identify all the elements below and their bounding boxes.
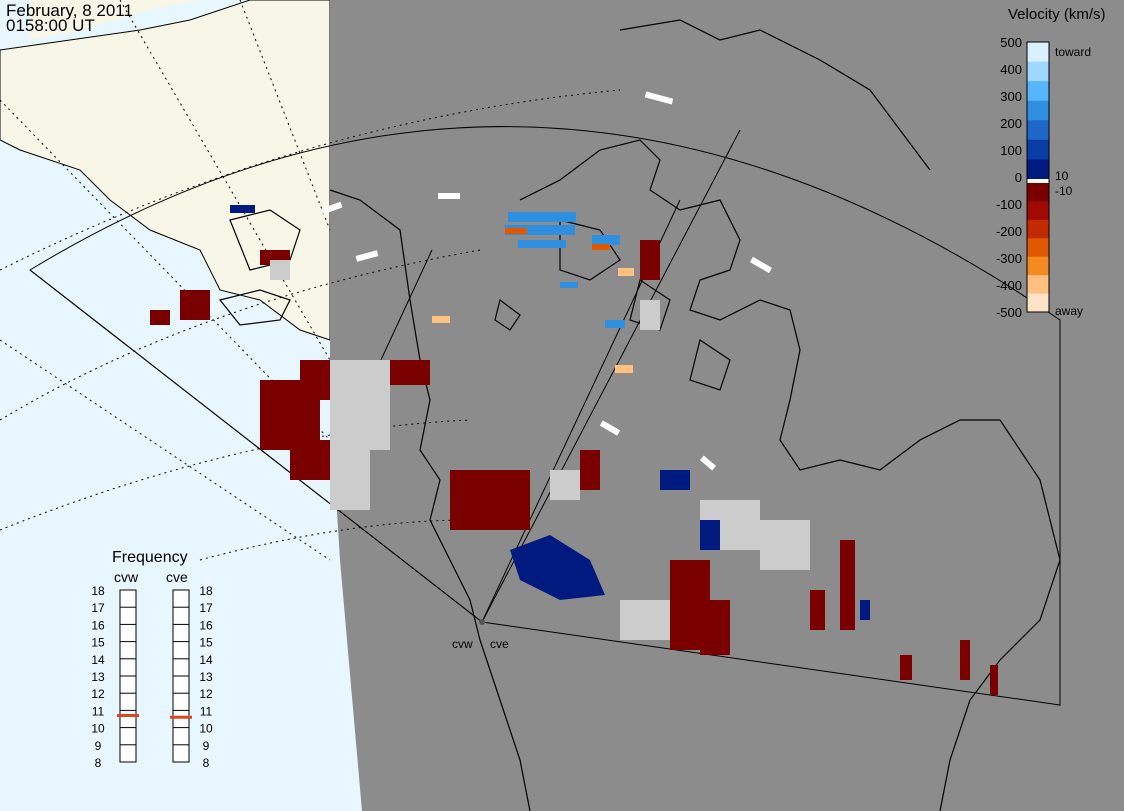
frequency-scale-label: 15 bbox=[91, 636, 105, 650]
colorbar-swatch bbox=[1027, 139, 1049, 160]
frequency-scale-label: 16 bbox=[91, 618, 105, 632]
radar-label-cve: cve bbox=[490, 637, 509, 651]
colorbar-swatch bbox=[1027, 100, 1049, 121]
colorbar-swatch bbox=[1027, 61, 1049, 82]
colorbar-swatch bbox=[1027, 42, 1049, 63]
graticule bbox=[0, 0, 621, 561]
colorbar-tick-label: -500 bbox=[996, 305, 1022, 320]
colorbar-swatch bbox=[1027, 120, 1049, 141]
colorbar-title: Velocity (km/s) bbox=[1008, 6, 1106, 23]
colorbar-swatch bbox=[1027, 256, 1049, 276]
frequency-scale-label: 17 bbox=[199, 601, 213, 615]
frequency-radar-cve: cve bbox=[166, 569, 188, 585]
time-label: 0158:00 UT bbox=[6, 16, 95, 35]
frequency-scale-label: 10 bbox=[199, 722, 213, 736]
frequency-panel: 18 17 16 15 14 13 12 11 10 9 8 18 17 16 15 14 13 12 11 10 9 8 bbox=[91, 584, 213, 770]
frequency-scale-label: 8 bbox=[95, 756, 102, 770]
colorbar-tick-label: -100 bbox=[996, 197, 1022, 212]
colorbar-inner-label: -10 bbox=[1055, 184, 1073, 198]
frequency-scale-label: 8 bbox=[203, 756, 210, 770]
frequency-scale-label: 12 bbox=[199, 687, 213, 701]
frequency-scale-label: 14 bbox=[91, 653, 105, 667]
land-siberia bbox=[30, 0, 200, 40]
frequency-scale-label: 11 bbox=[92, 704, 105, 718]
velocity-colorbar: 500 400 300 200 100 0 -100 -200 -300 -400 -500 10-1… bbox=[996, 35, 1091, 320]
frequency-scale-label: 9 bbox=[95, 739, 102, 753]
colorbar-tick-label: 200 bbox=[1000, 116, 1022, 131]
frequency-radar-cvw: cvw bbox=[114, 569, 139, 585]
frequency-scale-label: 9 bbox=[203, 739, 210, 753]
colorbar-swatch bbox=[1027, 159, 1049, 180]
colorbar-tick-label: 300 bbox=[1000, 89, 1022, 104]
colorbar-swatch bbox=[1027, 293, 1049, 313]
frequency-scale-label: 11 bbox=[200, 704, 213, 718]
colorbar-toward-label: toward bbox=[1055, 45, 1091, 59]
colorbar-swatch bbox=[1027, 275, 1049, 295]
frequency-title: Frequency bbox=[112, 549, 188, 566]
colorbar-away-label: away bbox=[1055, 304, 1083, 318]
velocity-scatter bbox=[150, 91, 998, 695]
frequency-scale-label: 16 bbox=[199, 618, 213, 632]
colorbar-swatch bbox=[1027, 238, 1049, 258]
date-label: February, 8 2011 bbox=[6, 1, 133, 20]
colorbar-swatch bbox=[1027, 219, 1049, 239]
frequency-scale-label: 14 bbox=[199, 653, 213, 667]
frequency-scale-label: 13 bbox=[199, 670, 213, 684]
frequency-scale-label: 17 bbox=[91, 601, 105, 615]
colorbar-inner-label: 10 bbox=[1055, 169, 1069, 183]
radar-label-cvw: cvw bbox=[452, 637, 473, 651]
colorbar-tick-label: -300 bbox=[996, 251, 1022, 266]
colorbar-swatch-zero bbox=[1027, 179, 1049, 183]
land-alaska bbox=[0, 0, 331, 341]
colorbar-tick-label: 400 bbox=[1000, 62, 1022, 77]
colorbar-tick-label: 100 bbox=[1000, 143, 1022, 158]
frequency-scale-label: 18 bbox=[199, 584, 213, 598]
colorbar-swatch bbox=[1027, 201, 1049, 221]
frequency-scale-label: 13 bbox=[91, 670, 105, 684]
colorbar-tick-label: 0 bbox=[1015, 170, 1022, 185]
colorbar-tick-label: -400 bbox=[996, 278, 1022, 293]
frequency-scale-label: 15 bbox=[199, 636, 213, 650]
colorbar-swatch bbox=[1027, 183, 1049, 202]
colorbar-tick-label: -200 bbox=[996, 224, 1022, 239]
colorbar-swatch bbox=[1027, 81, 1049, 102]
frequency-scale-label: 12 bbox=[91, 687, 105, 701]
frequency-scale-label: 18 bbox=[91, 584, 105, 598]
radar-site-marker bbox=[479, 619, 485, 625]
colorbar-tick-label: 500 bbox=[1000, 35, 1022, 50]
night-side-shading bbox=[330, 0, 1124, 811]
frequency-scale-label: 10 bbox=[91, 722, 105, 736]
